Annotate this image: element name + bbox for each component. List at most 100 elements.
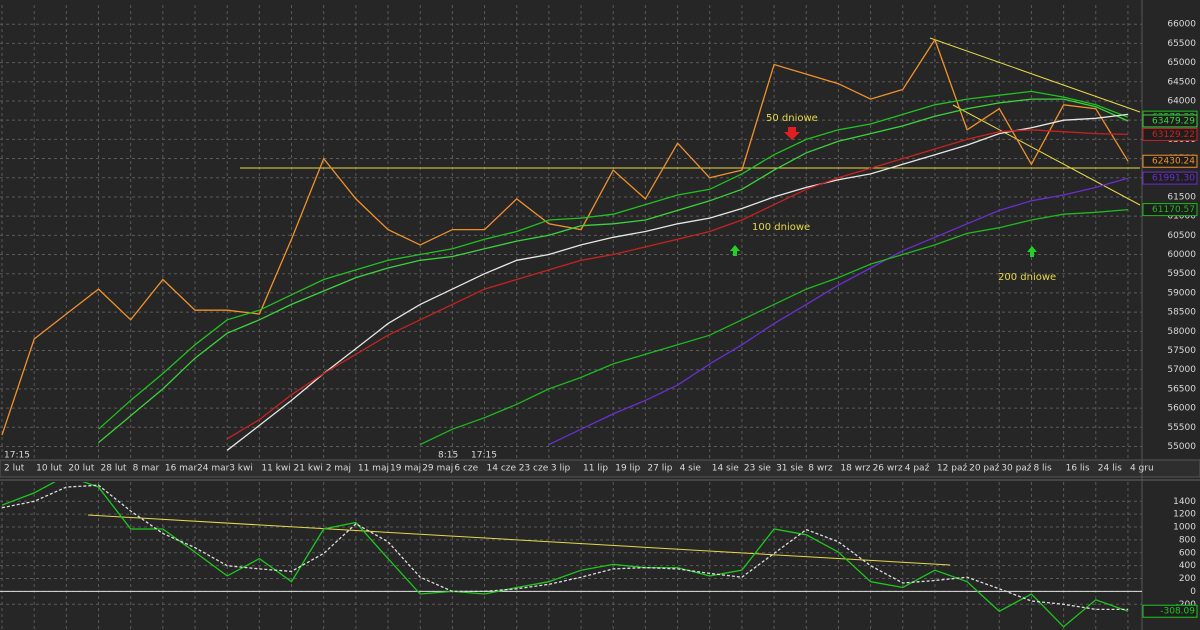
last-value-label: 63479.29 (1152, 116, 1195, 126)
last-value-label: -308.09 (1160, 607, 1195, 617)
x-tick-label: 20 lut (68, 464, 95, 474)
last-value-box (1142, 604, 1198, 618)
y-tick-label: 59500 (1167, 269, 1196, 279)
annotation: 100 dniowe (752, 222, 810, 233)
arrow-up (730, 245, 740, 256)
y-tick-label: 65500 (1167, 39, 1196, 49)
last-value-box (1142, 154, 1198, 168)
y-tick-label: 64500 (1167, 77, 1196, 87)
trend-line (952, 104, 1141, 206)
x-tick-label: 4 sie (680, 464, 702, 474)
x-tick-label: 24 lis (1098, 464, 1122, 474)
x-tick-label: 20 paź (969, 464, 1000, 474)
x-tick-label: 21 kwi (294, 464, 323, 474)
x-tick-label: 26 wrz (873, 464, 903, 474)
x-tick-label: 30 paź (1001, 464, 1032, 474)
series-line (98, 98, 1129, 444)
x-tick-label: 24 mar (197, 464, 230, 474)
x-tick-label: 19 maj (390, 464, 421, 474)
y-tick-label: 59000 (1167, 288, 1196, 298)
x-tick-label: 14 sie (712, 464, 740, 474)
y-tick-label: 65000 (1167, 58, 1196, 68)
x-tick-label: 27 lip (647, 464, 672, 474)
y-tick-label: 57000 (1167, 365, 1196, 375)
x-tick-label: 28 lut (101, 464, 128, 474)
x-tick-label: 11 lip (583, 464, 608, 474)
x-tick-label: 2 lut (4, 464, 25, 474)
y-tick-label: 55000 (1167, 442, 1196, 452)
x-tick-label: 3 kwi (229, 464, 253, 474)
time-label: 17:15 (471, 451, 497, 461)
last-value-label: 61170.57 (1152, 205, 1195, 215)
y-tick-label: 800 (1179, 535, 1196, 545)
x-tick-label: 18 wrz (840, 464, 870, 474)
x-tick-label: 8 lis (1033, 464, 1052, 474)
x-tick-label: 6 cze (454, 464, 478, 474)
series-line (1, 38, 1129, 436)
x-tick-label: 4 gru (1130, 464, 1154, 474)
x-tick-label: 29 maj (422, 464, 453, 474)
y-tick-label: 66000 (1167, 20, 1196, 30)
trend-lines (87, 37, 1141, 566)
last-value-box (1142, 203, 1198, 217)
y-tick-label: 56500 (1167, 384, 1196, 394)
y-tick-label: 58000 (1167, 327, 1196, 337)
y-tick-label: 0 (1190, 587, 1196, 597)
x-tick-label: 12 paź (937, 464, 968, 474)
annotations: 50 dniowe 100 dniowe 200 dniowe 17:15 8:… (4, 113, 1056, 461)
y-tick-label: 57500 (1167, 346, 1196, 356)
series-line (1, 482, 1129, 628)
y-tick-label: 200 (1179, 574, 1196, 584)
x-tick-label: 16 lis (1066, 464, 1090, 474)
arrow-down (784, 127, 800, 140)
y-tick-label: 61000 (1167, 212, 1196, 222)
trend-line (929, 37, 1141, 113)
x-tick-label: 8 wrz (808, 464, 833, 474)
series-line (226, 113, 1129, 451)
last-value-box (1142, 171, 1198, 185)
x-tick-label: 11 kwi (261, 464, 290, 474)
series-line (548, 177, 1129, 446)
series-line (419, 208, 1129, 446)
y-tick-label: 55500 (1167, 423, 1196, 433)
y-tick-label: 1400 (1173, 497, 1196, 507)
x-tick-label: 4 paź (905, 464, 930, 474)
x-tick-label: 10 lut (36, 464, 63, 474)
last-value-label: 61991.30 (1152, 174, 1195, 184)
annotation: 200 dniowe (998, 272, 1056, 283)
trend-line (87, 514, 951, 566)
y-tick-label: 60500 (1167, 231, 1196, 241)
x-tick-label: 8 mar (133, 464, 160, 474)
series-line (226, 129, 1129, 440)
x-tick-label: 14 cze (487, 464, 517, 474)
x-tick-label: 23 cze (519, 464, 549, 474)
last-value-box (1142, 127, 1198, 141)
y-tick-label: 58500 (1167, 308, 1196, 318)
x-tick-label: 11 maj (358, 464, 389, 474)
series-line (1, 484, 1128, 611)
arrow-up (1027, 246, 1037, 257)
time-label: 8:15 (438, 451, 458, 461)
x-tick-label: 3 lip (551, 464, 571, 474)
time-label: 17:15 (4, 451, 30, 461)
y-tick-label: 56000 (1167, 404, 1196, 414)
x-tick-label: 23 sie (744, 464, 772, 474)
last-value-label: 63129.22 (1152, 130, 1195, 140)
y-tick-label: 400 (1179, 561, 1196, 571)
y-tick-label: 600 (1179, 548, 1196, 558)
y-tick-label: 61500 (1167, 192, 1196, 202)
y-tick-label: 1200 (1173, 510, 1196, 520)
series-line (98, 90, 1129, 430)
x-tick-label: 16 mar (165, 464, 198, 474)
x-tick-label: 2 maj (326, 464, 351, 474)
last-value-box (1142, 114, 1198, 128)
y-tick-label: 1000 (1173, 523, 1196, 533)
y-tick-label: 64000 (1167, 96, 1196, 106)
annotation: 50 dniowe (766, 113, 818, 124)
x-tick-label: 19 lip (615, 464, 640, 474)
last-value-label: 62430.24 (1152, 157, 1195, 167)
date-axis-strip (0, 459, 1200, 478)
y-tick-label: 60000 (1167, 250, 1196, 260)
